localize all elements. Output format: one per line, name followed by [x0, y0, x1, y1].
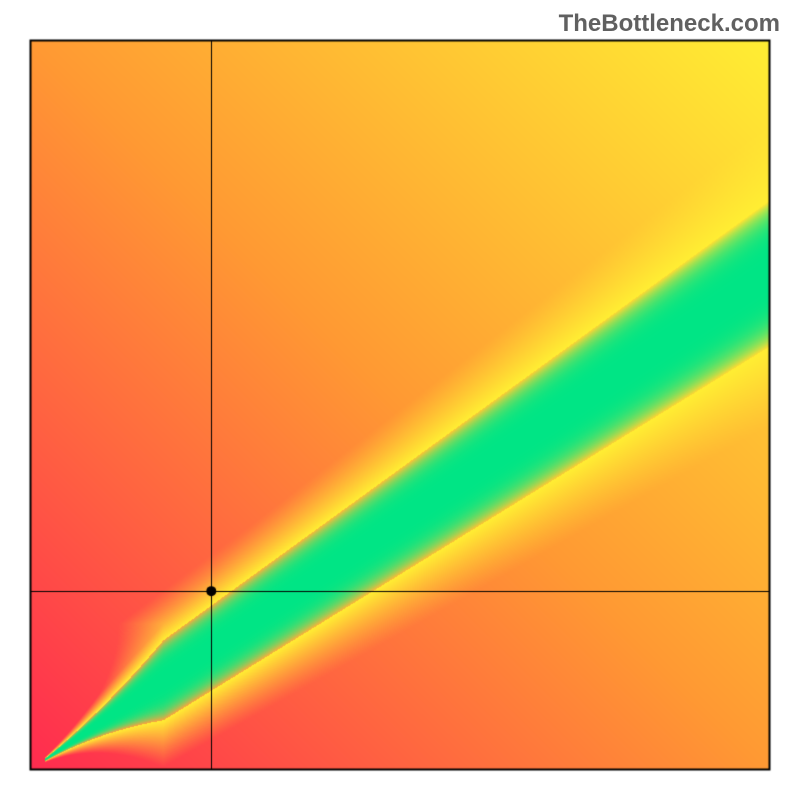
- chart-container: TheBottleneck.com: [0, 0, 800, 800]
- bottleneck-heatmap: [0, 0, 800, 800]
- watermark-text: TheBottleneck.com: [559, 10, 780, 38]
